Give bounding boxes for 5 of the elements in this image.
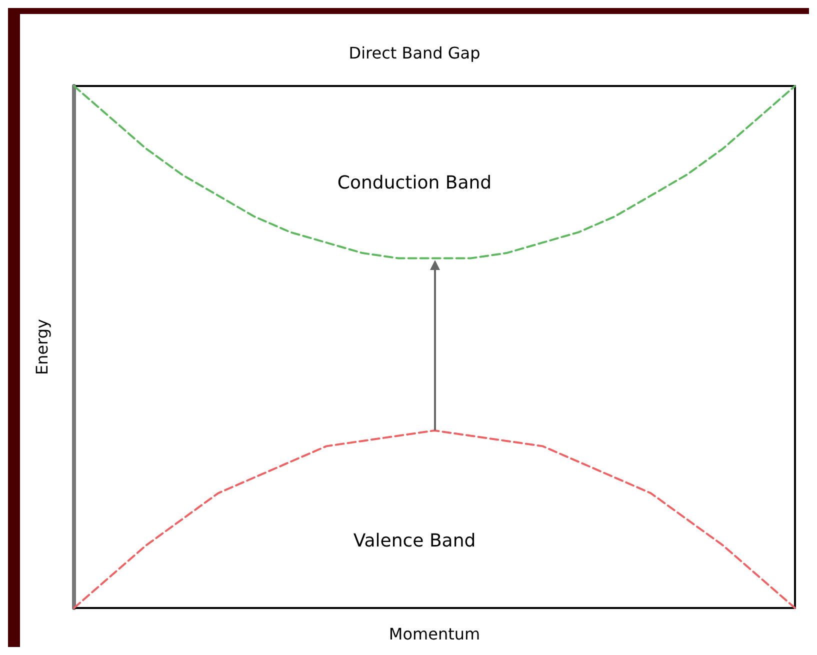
annotation: Valence Band (353, 530, 476, 552)
annotation: Conduction Band (337, 172, 492, 194)
x-axis-title: Momentum (388, 624, 480, 644)
chart-title: Direct Band Gap (348, 44, 480, 62)
y-axis-title: Energy (32, 318, 52, 376)
